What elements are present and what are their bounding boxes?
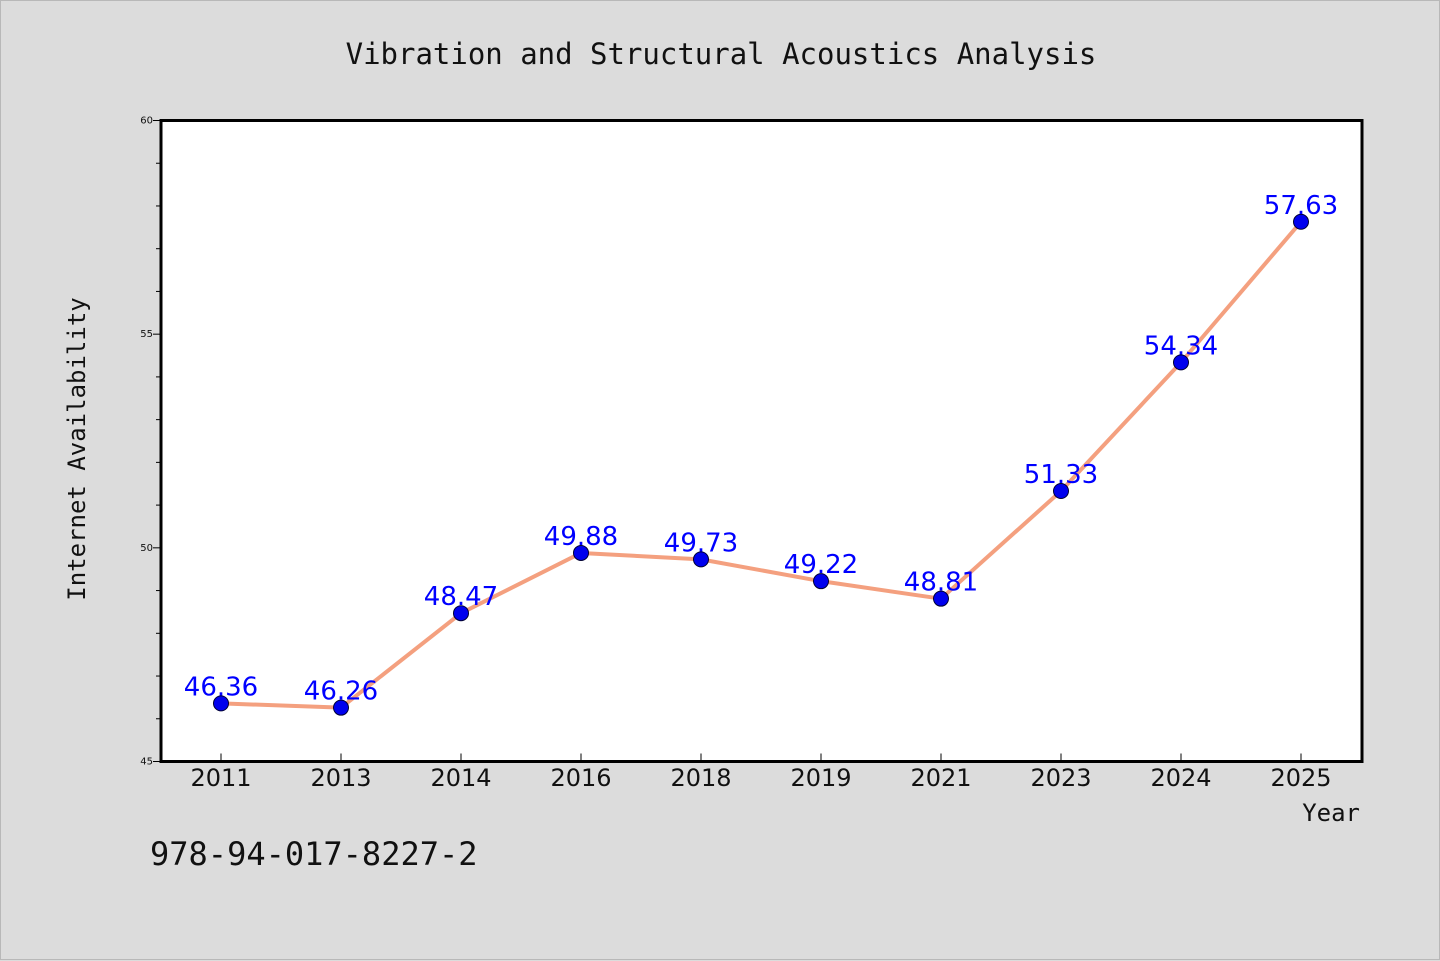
y-tick-label: 55 xyxy=(140,329,153,340)
data-point-marker xyxy=(693,551,709,568)
series-line xyxy=(219,219,1303,710)
plot-area xyxy=(159,119,1364,763)
data-label: 49.88 xyxy=(544,522,618,552)
x-tick-label: 2019 xyxy=(790,764,851,792)
data-label: 51.33 xyxy=(1024,460,1098,490)
data-point-marker xyxy=(1173,354,1189,371)
y-axis-label: Internet Availability xyxy=(63,297,91,600)
x-tick-label: 2023 xyxy=(1030,764,1091,792)
y-tick-label: 45 xyxy=(140,757,153,768)
x-tick-label: 2014 xyxy=(430,764,491,792)
data-point-marker xyxy=(933,590,949,607)
x-tick-label: 2025 xyxy=(1270,764,1331,792)
isbn-annotation: 978-94-017-8227-2 xyxy=(150,835,478,873)
data-label: 57.63 xyxy=(1264,191,1338,221)
x-tick-label: 2013 xyxy=(310,764,371,792)
data-label: 46.26 xyxy=(304,677,378,707)
data-point-marker xyxy=(333,699,349,716)
x-tick-label: 2021 xyxy=(910,764,971,792)
x-axis-label: Year xyxy=(1302,799,1360,827)
data-markers xyxy=(213,213,1309,716)
data-point-marker xyxy=(813,573,829,590)
data-labels: 46.36 46.26 48.47 49.88 49.73 49.22 48.81 51.33… xyxy=(184,191,1338,707)
x-tick-label: 2024 xyxy=(1150,764,1211,792)
x-tick-label: 2011 xyxy=(190,764,251,792)
x-tick-label: 2018 xyxy=(670,764,731,792)
chart-title: Vibration and Structural Acoustics Analy… xyxy=(346,37,1097,71)
data-label: 49.73 xyxy=(664,528,738,558)
data-point-marker xyxy=(213,695,229,712)
y-tick-label: 50 xyxy=(140,543,153,554)
y-tick-label: 60 xyxy=(140,116,153,127)
data-label: 49.22 xyxy=(784,550,858,580)
x-tick-label: 2016 xyxy=(550,764,611,792)
data-point-marker xyxy=(1293,213,1309,230)
data-label: 48.81 xyxy=(904,568,978,598)
data-point-marker xyxy=(453,605,469,622)
data-label: 48.47 xyxy=(424,582,498,612)
y-axis-ticks: 45 50 55 60 xyxy=(140,116,161,768)
data-label: 54.34 xyxy=(1144,331,1218,361)
data-point-marker xyxy=(573,544,589,561)
x-axis-ticks: 2011 2013 2014 2016 2018 2019 2021 2023 2024 2025 xyxy=(190,753,1332,792)
data-point-marker xyxy=(1053,482,1069,499)
data-label: 46.36 xyxy=(184,672,258,702)
